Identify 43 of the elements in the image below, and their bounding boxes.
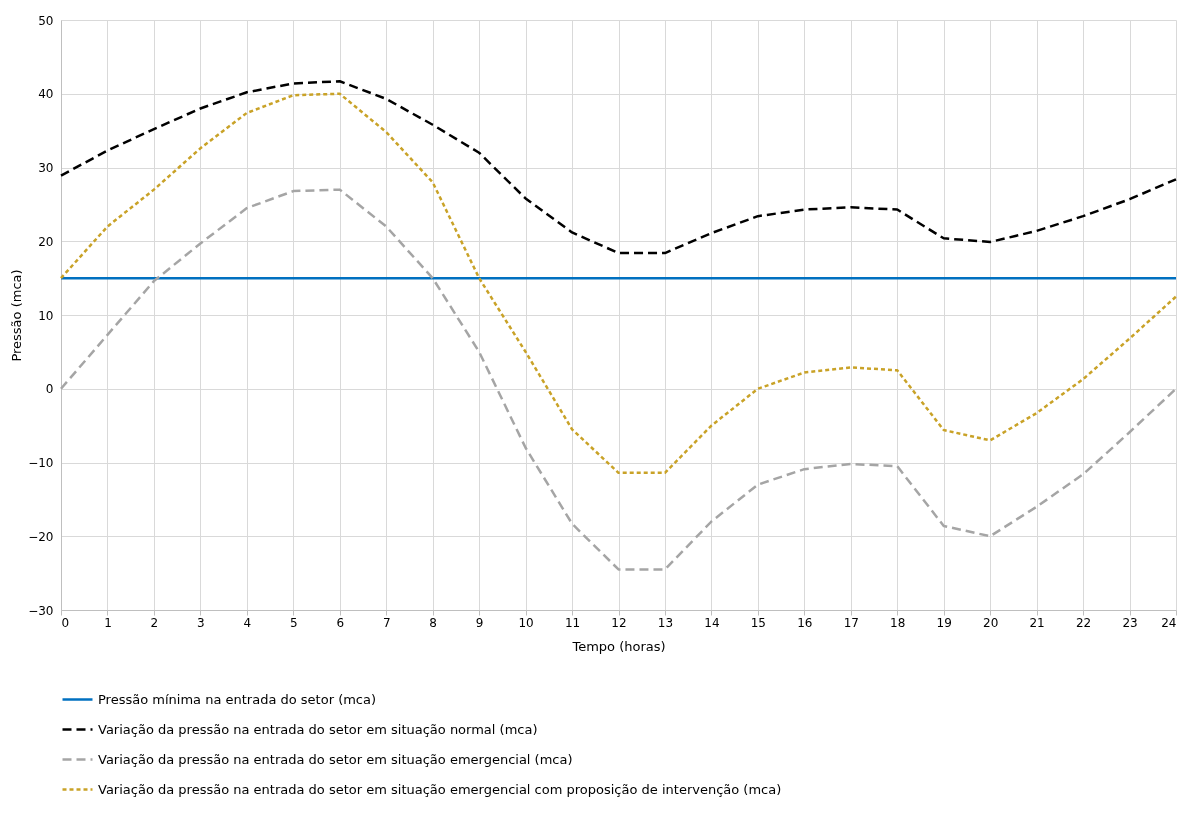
x-tick-label: 7 <box>382 615 391 630</box>
x-tick-label: 22 <box>1075 615 1092 630</box>
x-tick-label: 11 <box>564 615 581 630</box>
line-series <box>59 79 1178 255</box>
y-tick-label: −10 <box>28 456 54 470</box>
y-tick-label: 30 <box>38 161 54 175</box>
x-tick-label: 5 <box>289 615 298 630</box>
x-tick-label: 8 <box>429 615 437 630</box>
x-tick-label: 13 <box>657 615 674 630</box>
legend-label: Variação da pressão na entrada do setor em situação normal (mca) <box>98 721 538 737</box>
y-tick-label: 50 <box>38 13 54 28</box>
y-tick-label: −20 <box>28 529 54 544</box>
x-tick-label: 24 <box>1161 615 1177 630</box>
y-tick-label: −30 <box>28 603 54 618</box>
x-tick-label: 2 <box>150 615 159 630</box>
x-tick-label: 14 <box>704 615 720 630</box>
x-tick-label: 6 <box>336 615 345 630</box>
x-tick-label: 20 <box>983 615 999 630</box>
legend-label: Variação da pressão na entrada do setor em situação emergencial com proposição de intervenção (mca) <box>98 781 782 797</box>
y-tick-label: 0 <box>45 382 54 397</box>
x-axis-title: Tempo (horas) <box>571 638 666 654</box>
x-tick-label: 0 <box>61 615 70 630</box>
legend-label: Variação da pressão na entrada do setor em situação emergencial (mca) <box>98 751 573 767</box>
x-tick-label: 12 <box>611 615 627 630</box>
x-tick-label: 23 <box>1122 615 1138 630</box>
y-tick-label: 10 <box>38 308 54 323</box>
x-tick-label: 16 <box>797 615 813 630</box>
y-tick-label: 40 <box>38 87 54 102</box>
x-tick-label: 19 <box>936 615 952 630</box>
y-axis-title: Pressão (mca) <box>9 269 25 362</box>
x-tick-label: 4 <box>243 615 252 630</box>
x-tick-label: 3 <box>197 615 205 630</box>
line-series <box>59 92 1178 475</box>
x-tick-label: 9 <box>475 615 484 630</box>
legend-label: Pressão mínima na entrada do setor (mca) <box>98 691 377 707</box>
line-series <box>59 188 1178 571</box>
x-tick-label: 18 <box>890 615 906 630</box>
x-tick-label: 1 <box>104 615 112 630</box>
x-tick-label: 15 <box>750 615 767 630</box>
y-tick-label: 20 <box>38 234 54 249</box>
x-tick-label: 21 <box>1029 615 1045 630</box>
x-tick-label: 10 <box>518 615 534 630</box>
x-tick-label: 17 <box>843 615 859 630</box>
